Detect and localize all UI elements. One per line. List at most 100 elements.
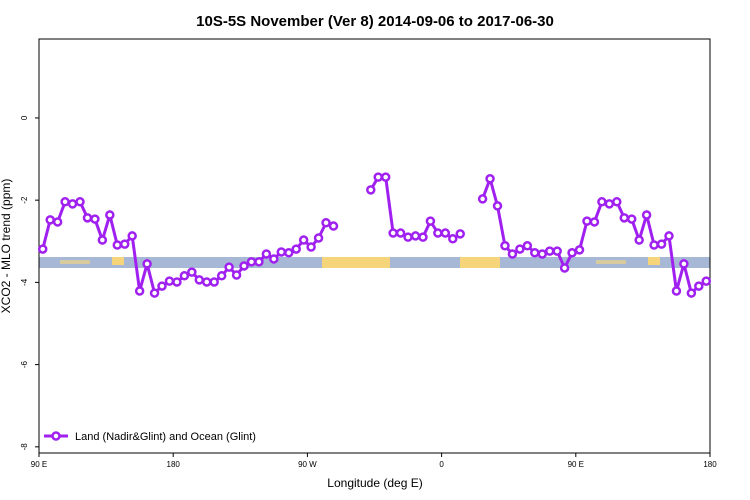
data-point — [202, 277, 212, 287]
data-point — [448, 234, 458, 244]
data-point — [321, 218, 331, 228]
data-point — [559, 263, 570, 273]
data-point — [134, 286, 145, 296]
data-point — [298, 235, 309, 245]
data-point — [440, 228, 451, 238]
y-tick-label: -2 — [20, 196, 29, 204]
data-point — [380, 172, 391, 182]
data-point — [291, 244, 301, 254]
data-point — [269, 254, 279, 264]
data-point — [604, 199, 615, 209]
data-point — [239, 261, 249, 271]
data-point — [567, 248, 577, 258]
data-point — [395, 228, 406, 238]
y-axis-label: XCO2 - MLO trend (ppm) — [0, 179, 13, 314]
data-point — [261, 249, 272, 259]
data-point — [574, 245, 585, 255]
data-point — [686, 288, 697, 298]
data-point — [701, 276, 712, 286]
data-point — [216, 271, 227, 281]
data-point — [455, 229, 465, 239]
data-point — [641, 210, 652, 220]
x-tick-label: 180 — [167, 460, 181, 469]
data-point — [231, 270, 242, 280]
data-point — [37, 244, 48, 254]
data-point — [157, 281, 167, 291]
land-strip — [322, 257, 390, 268]
land-strip — [112, 257, 124, 265]
data-point — [224, 262, 234, 272]
data-point — [328, 221, 339, 231]
x-axis-label: Longitude (deg E) — [327, 476, 422, 490]
data-point — [485, 174, 495, 184]
data-point — [112, 240, 123, 250]
data-point — [149, 288, 160, 298]
data-point — [582, 216, 592, 226]
data-point — [142, 259, 152, 269]
data-point — [75, 197, 85, 207]
data-point — [388, 228, 398, 238]
data-point — [537, 249, 547, 259]
data-point — [418, 232, 428, 242]
data-point — [477, 194, 488, 204]
data-point — [619, 213, 630, 223]
data-point — [656, 239, 667, 249]
series-line — [41, 173, 708, 296]
data-point — [276, 247, 287, 257]
y-tick-label: -6 — [20, 361, 29, 369]
data-point — [172, 277, 182, 287]
x-tick-label: 90 W — [298, 460, 317, 469]
data-point — [373, 172, 383, 182]
data-point — [52, 217, 63, 227]
data-point — [515, 244, 525, 254]
data-point — [425, 216, 436, 226]
data-point — [694, 281, 704, 291]
data-point — [403, 232, 413, 242]
data-point — [589, 217, 600, 227]
data-point — [97, 235, 108, 245]
data-point — [194, 275, 205, 285]
data-point — [313, 233, 324, 243]
data-point — [60, 197, 70, 207]
land-strip — [648, 257, 660, 265]
data-point — [530, 248, 540, 258]
legend-label: Land (Nadir&Glint) and Ocean (Glint) — [75, 431, 256, 443]
data-point — [507, 249, 518, 259]
data-point — [45, 215, 55, 225]
data-point — [127, 231, 137, 241]
data-point — [634, 235, 644, 245]
data-point — [492, 201, 503, 211]
data-point — [664, 231, 674, 241]
x-tick-label: 0 — [439, 460, 444, 469]
land-strip — [596, 260, 626, 264]
data-point — [500, 241, 510, 251]
data-point — [209, 277, 219, 287]
data-point — [410, 231, 421, 241]
data-point — [105, 210, 115, 220]
land-strip — [460, 257, 500, 268]
x-tick-label: 90 E — [31, 460, 47, 469]
x-tick-label: 90 E — [568, 460, 584, 469]
data-point — [119, 239, 130, 249]
data-point — [626, 214, 637, 224]
data-point — [649, 240, 659, 250]
data-point — [433, 228, 443, 238]
data-point — [366, 185, 376, 195]
y-tick-label: -4 — [20, 278, 29, 286]
data-point — [164, 276, 175, 286]
data-point — [671, 286, 682, 296]
data-point — [597, 197, 607, 207]
data-point — [552, 246, 562, 256]
data-point — [90, 214, 100, 224]
data-point — [284, 248, 294, 258]
data-point — [306, 242, 316, 252]
data-point — [612, 197, 622, 207]
land-strip — [60, 260, 90, 264]
legend-marker — [51, 431, 61, 441]
data-point — [544, 246, 555, 256]
data-point — [187, 267, 197, 277]
data-point — [82, 213, 93, 223]
data-point — [522, 241, 533, 251]
plot-frame — [38, 38, 711, 454]
